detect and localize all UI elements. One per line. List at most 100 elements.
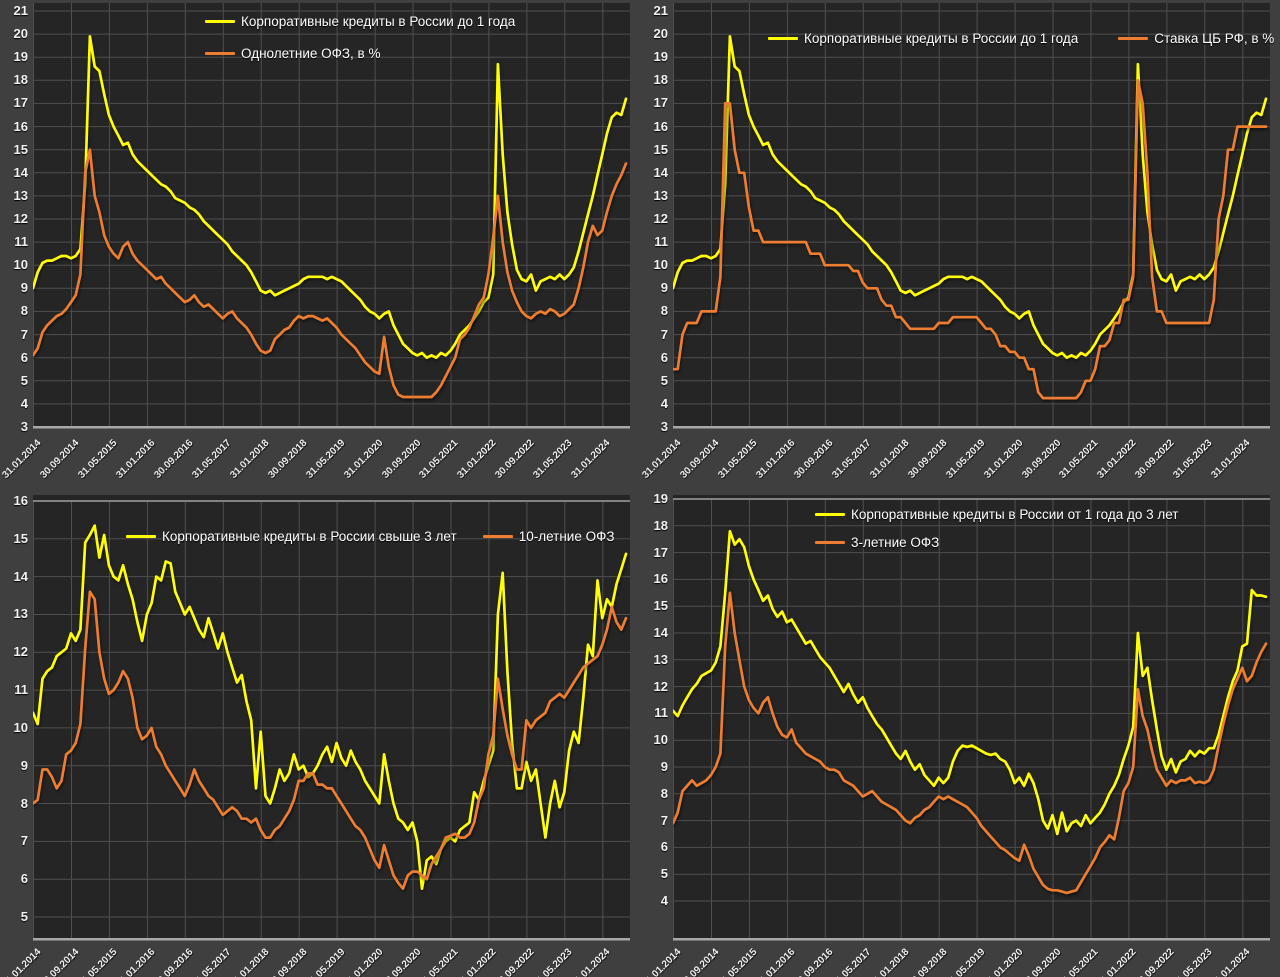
legend-label: 3-летние ОФЗ xyxy=(851,535,940,550)
y-tick-label: 7 xyxy=(20,326,28,342)
y-tick-label: 6 xyxy=(20,349,28,365)
series-line-yellow xyxy=(673,35,1268,360)
y-tick-label: 14 xyxy=(13,568,28,584)
y-tick-label: 19 xyxy=(653,49,668,65)
y-tick-label: 17 xyxy=(653,544,668,560)
y-tick-label: 14 xyxy=(653,164,668,180)
y-tick-label: 16 xyxy=(13,493,28,508)
y-tick-label: 18 xyxy=(653,517,668,533)
y-tick-label: 4 xyxy=(660,893,668,908)
plot-area-loans-3yplus-vs-ofz10y xyxy=(33,495,630,941)
y-tick-label: 5 xyxy=(660,866,668,882)
legend-swatch-orange xyxy=(482,534,513,539)
y-tick-label: 13 xyxy=(653,651,668,667)
y-tick-label: 5 xyxy=(660,372,668,388)
plot-background xyxy=(33,3,630,429)
legend-label: Ставка ЦБ РФ, в % xyxy=(1154,31,1275,46)
y-tick-label: 14 xyxy=(13,164,28,180)
series-line-yellow xyxy=(673,529,1268,836)
y-tick-label: 10 xyxy=(653,732,668,748)
legend-item-ofz-1y: Однолетние ОФЗ, в % xyxy=(205,46,515,61)
series-line-orange xyxy=(33,590,628,890)
legend-swatch-yellow xyxy=(768,36,798,41)
legend-item-loans-1y: Корпоративные кредиты в России до 1 года xyxy=(768,31,1078,46)
x-axis-line xyxy=(33,938,630,941)
series-line-orange xyxy=(33,148,628,399)
y-tick-label: 9 xyxy=(660,280,668,296)
series-line-orange xyxy=(673,78,1268,400)
y-tick-label: 8 xyxy=(20,303,28,319)
y-tick-label: 18 xyxy=(653,72,668,88)
y-tick-label: 3 xyxy=(20,419,28,434)
legend-label: Корпоративные кредиты в России до 1 года xyxy=(241,14,516,29)
legend-swatch-orange xyxy=(815,540,845,545)
y-tick-label: 16 xyxy=(653,571,668,587)
legend-item-loans-1y: Корпоративные кредиты в России до 1 года xyxy=(205,14,515,29)
y-tick-label: 21 xyxy=(13,3,28,18)
legend-label: 10-летние ОФЗ xyxy=(518,529,615,544)
legend-item-loans-3yplus: Корпоративные кредиты в России свыше 3 л… xyxy=(126,529,457,544)
plot-area-loans-1y-vs-ofz1y xyxy=(33,3,630,429)
legend-label: Корпоративные кредиты в России свыше 3 л… xyxy=(162,529,457,544)
y-tick-label: 15 xyxy=(653,598,668,614)
y-tick-label: 9 xyxy=(20,280,28,296)
y-tick-label: 8 xyxy=(660,303,668,319)
y-tick-label: 6 xyxy=(660,839,668,855)
series-line-orange xyxy=(673,591,1268,895)
x-tick-label: 31.01.2014 xyxy=(0,946,44,977)
legend-bottom-left: Корпоративные кредиты в России свыше 3 л… xyxy=(126,529,615,544)
y-tick-label: 16 xyxy=(13,118,28,134)
plot-area-loans-1y-vs-cbr xyxy=(673,3,1270,429)
legend-label: Однолетние ОФЗ, в % xyxy=(241,46,381,61)
y-tick-label: 7 xyxy=(20,833,28,849)
y-tick-label: 20 xyxy=(653,26,668,42)
plot-area-loans-1to3y-vs-ofz3y xyxy=(673,495,1270,941)
y-tick-label: 6 xyxy=(20,871,28,887)
y-tick-label: 18 xyxy=(13,72,28,88)
y-tick-label: 7 xyxy=(660,326,668,342)
y-tick-label: 11 xyxy=(14,234,28,250)
legend-swatch-yellow xyxy=(205,19,235,24)
legend-top-right: Корпоративные кредиты в России до 1 года… xyxy=(768,31,1274,46)
y-tick-label: 12 xyxy=(13,211,28,226)
y-tick-label: 15 xyxy=(13,530,28,546)
x-axis-line xyxy=(673,938,1270,941)
legend-item-loans-1to3y: Корпоративные кредиты в России от 1 года… xyxy=(815,507,1178,522)
legend-label: Корпоративные кредиты в России до 1 года xyxy=(804,31,1079,46)
y-tick-label: 12 xyxy=(13,644,28,660)
plot-background xyxy=(673,3,1270,429)
y-tick-label: 14 xyxy=(653,625,668,640)
y-tick-label: 4 xyxy=(20,395,28,411)
legend-top-left: Корпоративные кредиты в России до 1 года… xyxy=(205,14,515,61)
y-tick-label: 17 xyxy=(13,95,28,111)
y-tick-label: 8 xyxy=(20,795,28,811)
y-tick-label: 6 xyxy=(660,349,668,365)
y-tick-label: 12 xyxy=(653,678,668,694)
y-tick-label: 17 xyxy=(653,95,668,111)
chart-panel-top-right: 21 20 19 18 17 16 15 14 13 12 11 10 9 8 7 6 5 4 3 31.01.20… xyxy=(640,0,1280,489)
y-tick-label: 10 xyxy=(13,719,28,735)
legend-swatch-yellow xyxy=(815,512,845,517)
y-tick-label: 10 xyxy=(653,257,668,273)
y-tick-label: 11 xyxy=(14,682,28,698)
y-tick-label: 20 xyxy=(13,26,28,42)
legend-item-cbr-rate: Ставка ЦБ РФ, в % xyxy=(1118,31,1274,46)
legend-label: Корпоративные кредиты в России от 1 года… xyxy=(851,507,1179,522)
y-tick-label: 5 xyxy=(20,372,28,388)
legend-item-ofz-3y: 3-летние ОФЗ xyxy=(815,535,1178,550)
y-tick-label: 13 xyxy=(13,187,28,203)
y-tick-label: 5 xyxy=(20,909,28,924)
y-tick-label: 13 xyxy=(653,187,668,203)
y-tick-label: 13 xyxy=(13,606,28,622)
y-tick-label: 15 xyxy=(653,141,668,157)
y-tick-label: 19 xyxy=(653,491,668,506)
legend-swatch-orange xyxy=(1118,36,1149,41)
y-tick-label: 7 xyxy=(660,812,668,828)
legend-swatch-orange xyxy=(205,51,235,56)
legend-swatch-yellow xyxy=(126,534,156,539)
y-tick-label: 8 xyxy=(660,785,668,801)
chart-panel-bottom-right: 19 18 17 16 15 14 13 12 11 10 9 8 7 6 5 4 31.01.2014 30.… xyxy=(640,489,1280,977)
y-tick-label: 21 xyxy=(653,3,668,18)
series-line-yellow xyxy=(33,524,628,890)
